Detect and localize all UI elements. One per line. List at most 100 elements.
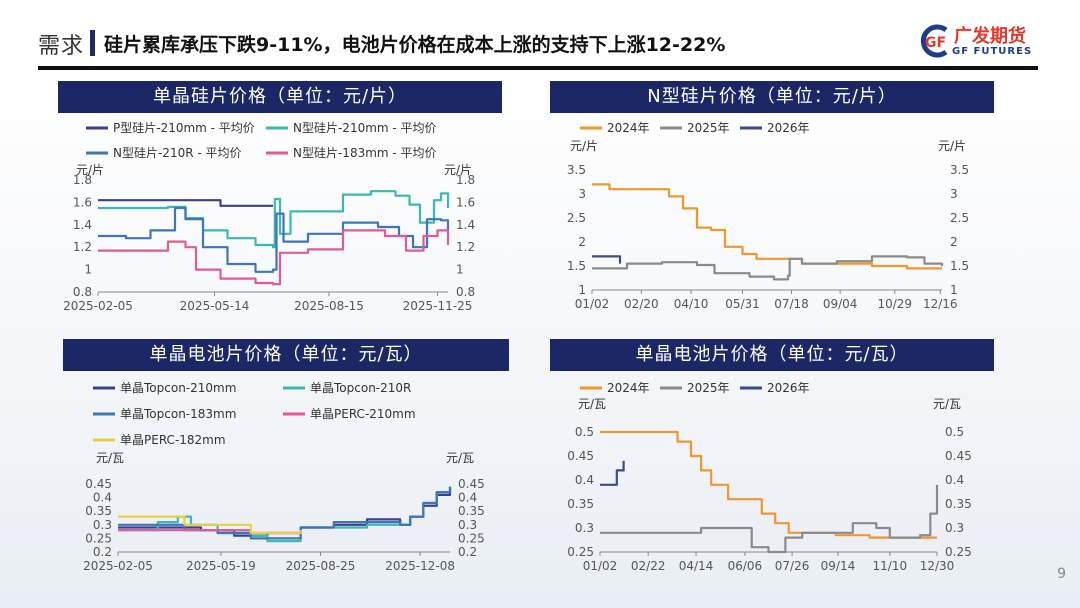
logo-cn-text: 广发期货	[954, 26, 1026, 47]
y-tick-label-right: 3.5	[950, 163, 969, 177]
x-tick-label: 05/31	[725, 297, 760, 311]
series-line	[600, 430, 937, 539]
y-tick-label-left: 1.4	[73, 218, 92, 232]
y-tick-label-right: 1.2	[456, 240, 475, 254]
y-tick-label-right: 0.3	[945, 521, 964, 535]
page-number: 9	[1057, 566, 1066, 582]
chart-silicon-wafer-price: P型硅片-210mm - 平均价 N型硅片-210mm - 平均价 N型硅片-210…	[63, 121, 475, 313]
series-line	[592, 255, 622, 264]
x-tick-label: 02/20	[624, 297, 659, 311]
y-tick-label-right: 0.35	[945, 497, 972, 511]
axis-unit-left: 元/片	[76, 163, 104, 177]
x-tick-label: 2025-05-19	[186, 559, 256, 573]
chart-cell-price: 单晶Topcon-210mm 单晶Topcon-210R 单晶Topcon-183m…	[83, 381, 485, 573]
y-tick-label-left: 1	[84, 263, 92, 277]
legend-label: 单晶PERC-210mm	[310, 407, 416, 421]
y-tick-label-right: 1.4	[456, 218, 475, 232]
y-tick-label-left: 0.45	[85, 477, 112, 491]
y-tick-label-left: 1.2	[73, 240, 92, 254]
series-line	[118, 515, 302, 535]
x-tick-label: 2025-02-05	[83, 559, 153, 573]
company-logo: GF 广发期货 GF FUTURES	[916, 22, 1040, 62]
x-tick-label: 07/26	[775, 559, 810, 573]
logo-mark-text: GF	[925, 35, 946, 51]
series-line	[118, 486, 452, 537]
legend-label: 单晶Topcon-210mm	[120, 381, 236, 395]
slide-header: 需求 硅片累库承压下跌9-11%，电池片价格在成本上涨的支持下上涨12-22%	[38, 22, 1038, 64]
x-tick-label: 04/10	[674, 297, 709, 311]
axis-unit-left: 元/片	[570, 139, 598, 153]
panel-title-silicon-wafer: 单晶硅片价格（单位：元/片）	[58, 81, 502, 113]
y-tick-label-left: 0.3	[575, 521, 594, 535]
axis-unit-right: 元/片	[938, 139, 966, 153]
axis-unit-left: 元/瓦	[96, 451, 124, 465]
legend-label: 2025年	[687, 381, 730, 395]
y-tick-label-left: 1.8	[73, 173, 92, 187]
x-tick-label: 2025-12-08	[385, 559, 455, 573]
y-tick-label-left: 3	[578, 187, 586, 201]
legend-label: 2026年	[767, 121, 810, 135]
axis-unit-right: 元/瓦	[446, 451, 474, 465]
y-tick-label-left: 1.6	[73, 195, 92, 209]
y-tick-label-left: 2	[578, 235, 586, 249]
y-tick-label-right: 1	[456, 263, 464, 277]
y-tick-label-left: 0.8	[73, 285, 92, 299]
legend-label: P型硅片-210mm - 平均价	[113, 121, 255, 135]
header-underline	[38, 66, 1038, 70]
x-tick-label: 11/10	[873, 559, 908, 573]
panel-title-cell-price-yearly: 单晶电池片价格（单位：元/瓦）	[550, 339, 994, 371]
x-tick-label: 2025-08-15	[294, 299, 364, 313]
y-tick-label-left: 0.5	[575, 425, 594, 439]
y-tick-label-left: 0.3	[93, 518, 112, 532]
y-tick-label-left: 0.25	[567, 545, 594, 559]
axis-unit-left: 元/瓦	[578, 397, 606, 411]
legend-label: N型硅片-210R - 平均价	[113, 146, 242, 160]
x-tick-label: 07/18	[774, 297, 809, 311]
y-tick-label-right: 0.4	[458, 491, 477, 505]
y-tick-label-left: 0.25	[85, 531, 112, 545]
y-tick-label-left: 0.4	[575, 473, 594, 487]
series-line	[98, 199, 273, 207]
y-tick-label-right: 0.25	[945, 545, 972, 559]
axis-unit-right: 元/瓦	[933, 397, 961, 411]
y-tick-label-right: 1.5	[950, 259, 969, 273]
y-tick-label-right: 0.3	[458, 518, 477, 532]
x-tick-label: 01/02	[583, 559, 618, 573]
x-tick-label: 09/04	[823, 297, 858, 311]
x-tick-label: 2025-05-14	[180, 299, 250, 313]
y-tick-label-right: 0.2	[458, 545, 477, 559]
gf-logo-icon: GF	[920, 24, 948, 58]
title-divider-bar	[90, 30, 95, 56]
y-tick-label-left: 1.5	[567, 259, 586, 273]
x-tick-label: 2025-11-25	[403, 299, 473, 313]
x-tick-label: 2025-08-25	[286, 559, 356, 573]
y-tick-label-left: 0.2	[93, 545, 112, 559]
x-tick-label: 12/30	[920, 559, 955, 573]
legend-label: 单晶Topcon-210R	[310, 381, 411, 395]
legend-label: N型硅片-210mm - 平均价	[293, 121, 437, 135]
x-tick-label: 10/29	[877, 297, 912, 311]
legend-label: 2024年	[607, 121, 650, 135]
logo-en-text: GF FUTURES	[952, 46, 1033, 57]
axis-unit-right: 元/片	[444, 163, 472, 177]
series-line	[600, 460, 625, 486]
legend-label: N型硅片-183mm - 平均价	[293, 146, 437, 160]
legend-label: 单晶Topcon-183mm	[120, 407, 236, 421]
y-tick-label-left: 3.5	[567, 163, 586, 177]
y-tick-label-right: 2	[950, 235, 958, 249]
y-tick-label-right: 0.45	[458, 477, 485, 491]
x-tick-label: 09/14	[821, 559, 856, 573]
y-tick-label-right: 0.4	[945, 473, 964, 487]
x-tick-label: 04/14	[679, 559, 714, 573]
y-tick-label-right: 3	[950, 187, 958, 201]
y-tick-label-right: 0.35	[458, 504, 485, 518]
y-tick-label-left: 1	[578, 283, 586, 297]
section-title: 需求	[38, 34, 85, 59]
x-tick-label: 01/02	[575, 297, 610, 311]
y-tick-label-left: 0.4	[93, 491, 112, 505]
series-line	[592, 255, 944, 281]
series-line	[98, 229, 450, 286]
legend-label: 2024年	[607, 381, 650, 395]
